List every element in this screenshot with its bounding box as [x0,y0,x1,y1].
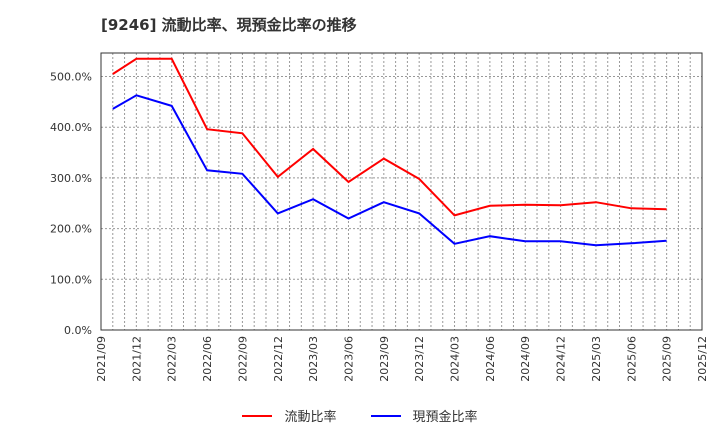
series-line [112,94,667,247]
y-tick-label: 300.0% [50,172,92,185]
x-tick-label: 2025/12 [696,336,709,382]
legend-item-current-ratio: 流動比率 [242,406,337,425]
line-chart: 0.0% 100.0% 200.0% 300.0% 400.0% 500.0% 2021/… [50,52,709,382]
x-tick-label: 2022/06 [201,336,214,382]
y-tick-label: 200.0% [50,223,92,236]
x-tick-label: 2024/09 [519,336,532,382]
y-tick-label: 100.0% [50,273,92,286]
legend-swatch-blue [370,414,401,417]
legend-label: 現預金比率 [412,410,478,425]
x-tick-label: 2022/03 [166,336,179,382]
y-tick-label: 0.0% [64,324,92,337]
legend-swatch-red [242,414,273,417]
y-tick-label: 400.0% [50,121,92,134]
grid-lines [101,53,702,330]
x-tick-label: 2021/12 [130,336,143,382]
legend: 流動比率 現預金比率 [0,406,720,425]
x-tick-label: 2023/06 [342,336,355,382]
x-tick-label: 2023/03 [307,336,320,382]
x-tick-label: 2025/09 [661,336,674,382]
series-lines [112,57,667,247]
y-tick-label: 500.0% [50,71,92,84]
series-line [112,57,667,217]
x-tick-label: 2025/03 [590,336,603,382]
x-axis-ticks: 2021/09 2021/12 2022/03 2022/06 2022/09 2022/… [95,336,709,382]
plot-area-border [100,52,703,331]
x-tick-label: 2024/06 [484,336,497,382]
y-axis-ticks: 0.0% 100.0% 200.0% 300.0% 400.0% 500.0% [50,71,92,338]
x-tick-label: 2022/09 [236,336,249,382]
x-tick-label: 2024/03 [449,336,462,382]
x-tick-label: 2023/12 [413,336,426,382]
x-tick-label: 2024/12 [555,336,568,382]
x-tick-label: 2025/06 [625,336,638,382]
x-tick-label: 2023/09 [378,336,391,382]
legend-label: 流動比率 [284,410,337,425]
x-tick-label: 2021/09 [95,336,108,382]
x-tick-label: 2022/12 [272,336,285,382]
legend-item-cash-ratio: 現預金比率 [370,406,478,425]
chart-title: [9246] 流動比率、現預金比率の推移 [101,16,357,34]
